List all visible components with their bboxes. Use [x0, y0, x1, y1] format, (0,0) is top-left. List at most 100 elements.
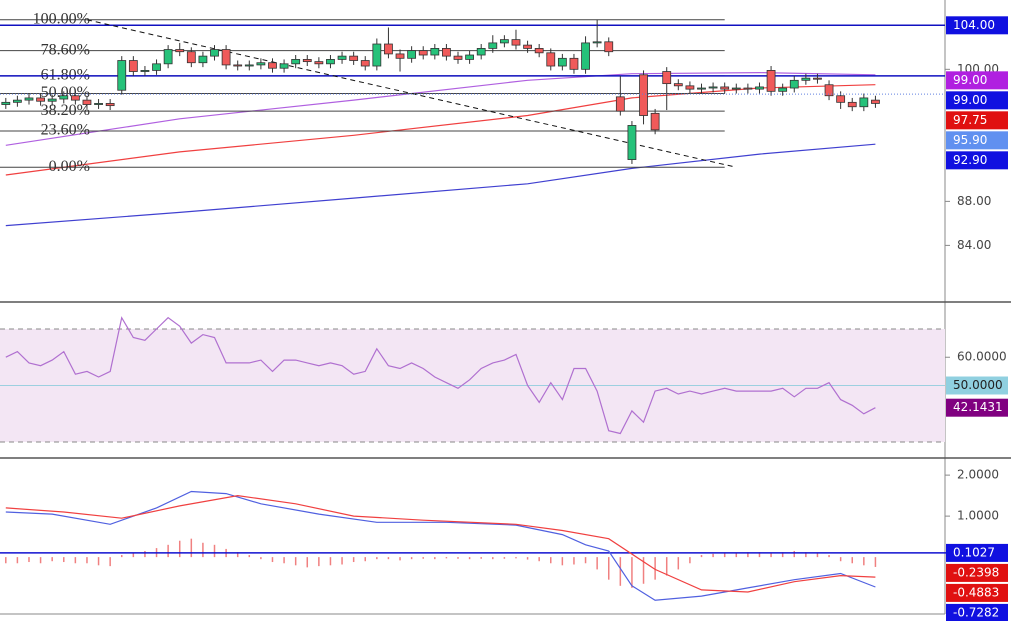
candle-body	[337, 55, 347, 60]
price-tag-label: 99.00	[953, 93, 987, 107]
candle-body	[430, 48, 440, 56]
price-tag-label: -0.7282	[953, 605, 999, 619]
candle-body	[186, 51, 196, 64]
price-tag-label: 104.00	[953, 18, 995, 32]
candle-body	[650, 112, 660, 131]
price-tag	[946, 543, 1008, 562]
candle-body	[465, 54, 475, 60]
candle-body	[859, 97, 869, 108]
candle-body	[268, 62, 277, 69]
y-tick-label: 1.0000	[957, 509, 999, 523]
candle-body	[847, 101, 857, 108]
candle-body	[418, 50, 428, 56]
candle-body	[70, 95, 80, 101]
candle-body	[140, 70, 150, 72]
candle-body	[221, 49, 231, 66]
candle-body	[476, 48, 486, 56]
candle-body	[557, 57, 567, 67]
candle-body	[499, 39, 509, 44]
candle-body	[233, 64, 243, 67]
candle-body	[291, 59, 301, 65]
candle-body	[372, 43, 382, 67]
candle-body	[581, 42, 590, 70]
candle-body	[442, 48, 451, 57]
fib-label: 23.60%	[41, 122, 90, 139]
candle-body	[720, 86, 730, 90]
candle-body	[871, 99, 880, 104]
candle-body	[256, 62, 266, 66]
candle-body	[569, 57, 579, 70]
price-tag-label: 97.75	[953, 113, 987, 127]
candle-body	[453, 55, 463, 60]
price-tag	[946, 71, 1008, 90]
candle-body	[523, 44, 532, 49]
candle-body	[384, 43, 393, 55]
price-tag-label: 50.0000	[953, 378, 1003, 392]
candle-body	[152, 63, 161, 71]
price-tag-label: -0.2398	[953, 565, 999, 579]
candle-body	[210, 49, 219, 57]
moving-average	[5, 143, 876, 227]
candle-body	[198, 55, 208, 64]
candle-body	[604, 41, 614, 53]
candle-body	[117, 60, 127, 91]
candle-body	[244, 64, 254, 67]
candle-body	[708, 86, 718, 89]
price-tag-label: -0.4883	[953, 585, 999, 599]
price-tag	[946, 398, 1008, 417]
candle-body	[755, 86, 764, 90]
candle-body	[824, 84, 834, 97]
price-tag-label: 95.90	[953, 133, 987, 147]
candle-body	[836, 95, 846, 103]
fib-label: 38.20%	[41, 102, 90, 119]
candle-body	[662, 71, 672, 85]
candle-body	[105, 103, 115, 107]
y-tick-label: 84.00	[957, 238, 991, 252]
fib-label: 0.00%	[49, 158, 90, 175]
candle-body	[175, 49, 185, 53]
price-tag-label: 92.90	[953, 153, 987, 167]
candle-body	[314, 61, 324, 65]
candle-body	[395, 53, 405, 59]
candle-body	[1, 101, 11, 105]
candle-body	[697, 87, 706, 90]
price-tag-label: 42.1431	[953, 400, 1003, 414]
candle-body	[627, 125, 637, 160]
y-tick-label: 60.0000	[957, 350, 1007, 364]
price-tag	[946, 91, 1008, 110]
candle-body	[743, 87, 753, 90]
candle-body	[534, 48, 544, 54]
price-tag	[946, 583, 1008, 602]
candle-body	[302, 59, 312, 63]
trendline	[86, 19, 737, 168]
candle-body	[36, 97, 45, 102]
candle-body	[128, 60, 138, 72]
price-tag-label: 99.00	[953, 73, 987, 87]
candle-body	[59, 95, 69, 100]
rsi-line	[5, 316, 876, 435]
candle-body	[731, 87, 741, 90]
candle-body	[615, 96, 625, 112]
candle-body	[511, 39, 521, 46]
fib-label: 100.00%	[33, 10, 90, 27]
price-tag	[946, 131, 1008, 150]
macd-line	[5, 490, 876, 601]
price-tag	[946, 376, 1008, 395]
candle-body	[639, 74, 648, 116]
price-tag	[946, 16, 1008, 35]
y-tick-label: 88.00	[957, 194, 991, 208]
signal-line	[5, 494, 876, 593]
candle-body	[488, 42, 498, 49]
candle-body	[12, 99, 22, 103]
candle-body	[766, 70, 776, 92]
price-tag	[946, 603, 1008, 621]
candle-body	[592, 41, 602, 44]
candle-body	[789, 79, 799, 89]
candle-body	[801, 77, 811, 81]
y-tick-label: 2.0000	[957, 468, 999, 482]
candle-body	[47, 98, 57, 102]
candle-body	[326, 59, 335, 65]
price-tag	[946, 563, 1008, 582]
candle-body	[349, 55, 359, 61]
